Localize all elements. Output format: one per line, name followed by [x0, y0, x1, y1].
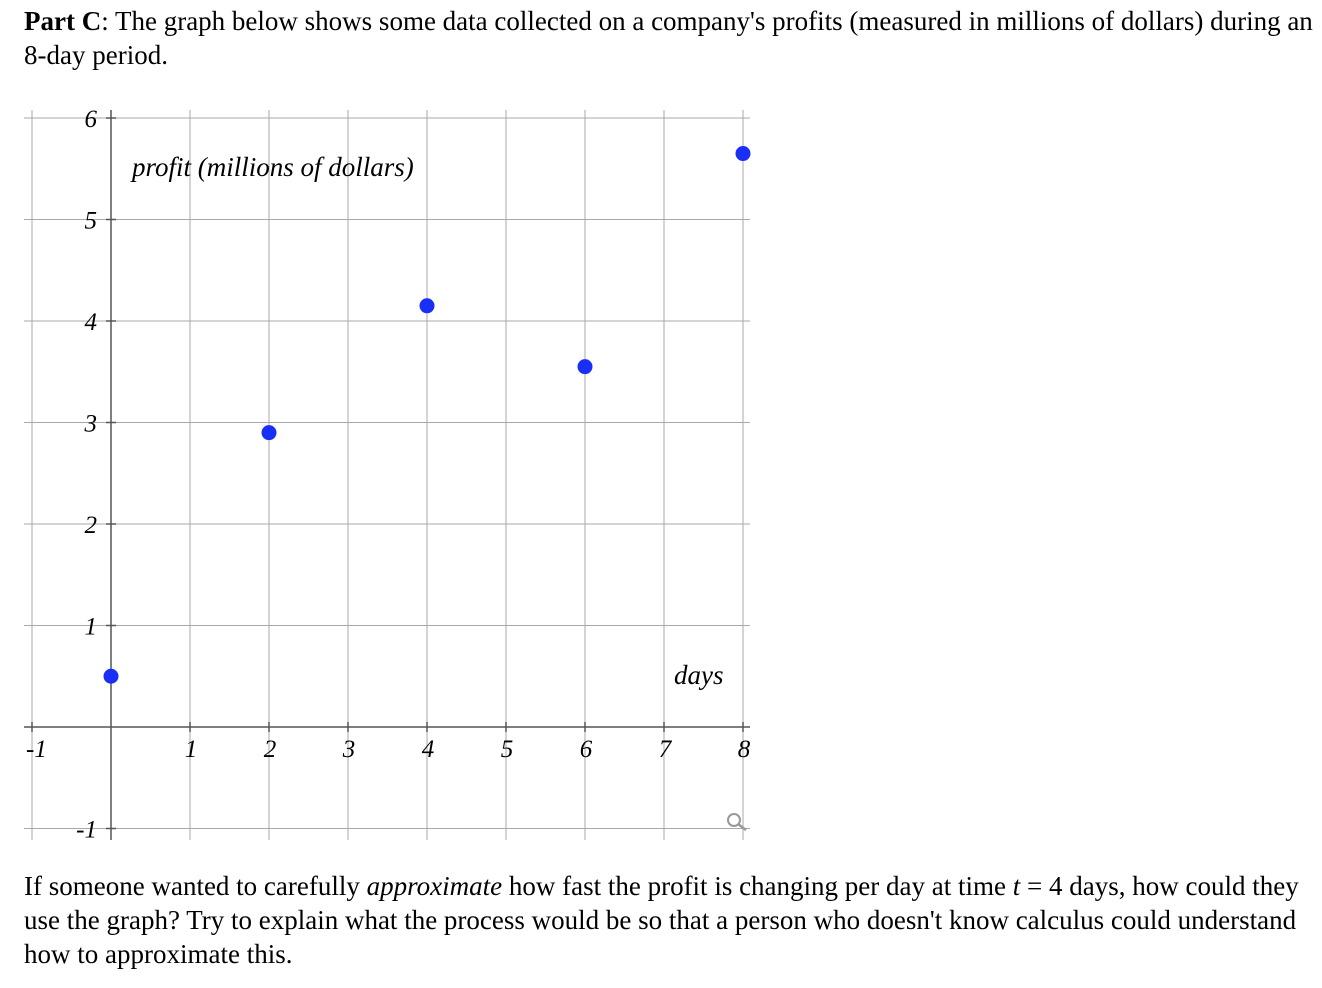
- intro-body: : The graph below shows some data collec…: [24, 6, 1313, 70]
- zoom-icon[interactable]: [727, 813, 747, 831]
- question-emphasis: approximate: [366, 871, 503, 901]
- x-tick-label: 4: [422, 736, 435, 763]
- tick-labels: -1 1 2 3 4 5 6 7 8 -1 1 2 3 4 5 6: [26, 106, 751, 840]
- data-points: [103, 146, 751, 684]
- data-point: [261, 425, 277, 441]
- y-tick-label: 1: [85, 614, 98, 641]
- intro-text: Part C: The graph below shows some data …: [24, 4, 1314, 72]
- x-tick-label: 3: [342, 736, 356, 763]
- axes: [24, 110, 750, 840]
- grid: [24, 110, 750, 840]
- x-axis-label: days: [674, 660, 724, 690]
- y-axis-label: profit (millions of dollars): [130, 152, 414, 182]
- data-point: [577, 359, 593, 375]
- y-tick-label: 2: [85, 512, 98, 539]
- question-part2: how fast the profit is changing per day …: [502, 871, 1013, 901]
- x-tick-label: 2: [264, 736, 277, 763]
- scatter-chart: -1 1 2 3 4 5 6 7 8 -1 1 2 3 4 5 6 profit (millions of d…: [24, 106, 751, 840]
- x-tick-label: 8: [738, 736, 751, 763]
- data-point: [419, 298, 435, 314]
- question-part3: = 4 days, how could they use the graph? …: [24, 871, 1299, 969]
- y-tick-label: 5: [85, 208, 98, 235]
- time-variable: t: [1012, 871, 1021, 901]
- y-tick-label: 4: [85, 309, 98, 336]
- y-tick-label: 3: [84, 411, 98, 438]
- y-tick-label: 6: [85, 106, 98, 133]
- x-tick-label: 6: [580, 736, 593, 763]
- part-label: Part C: [24, 6, 102, 36]
- x-tick-label: 7: [659, 736, 673, 763]
- data-point: [103, 668, 119, 684]
- x-tick-label: 5: [501, 736, 514, 763]
- x-tick-label: -1: [26, 736, 47, 763]
- question-part1: If someone wanted to carefully: [24, 871, 367, 901]
- question-text: If someone wanted to carefully approxima…: [24, 869, 1304, 971]
- data-point: [735, 146, 751, 162]
- x-tick-label: 1: [185, 736, 198, 763]
- y-tick-label: -1: [76, 817, 97, 841]
